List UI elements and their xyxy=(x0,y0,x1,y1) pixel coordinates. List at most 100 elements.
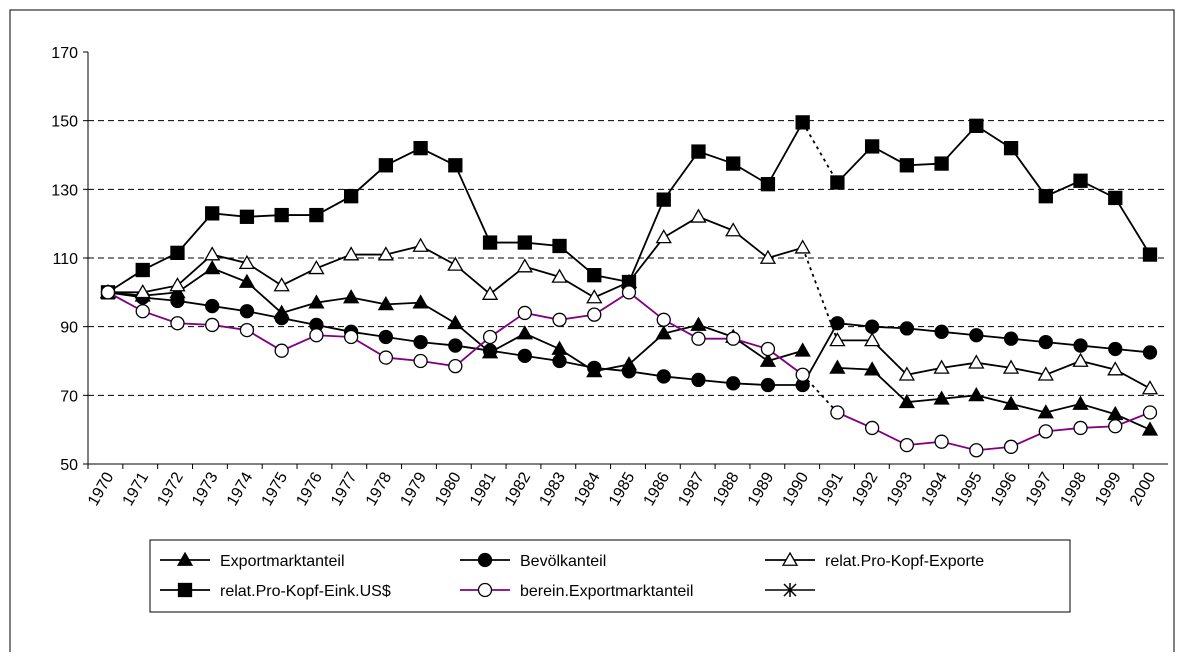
point xyxy=(1037,366,1054,381)
point xyxy=(378,329,394,345)
point xyxy=(517,305,532,321)
point xyxy=(204,259,221,275)
point xyxy=(134,284,151,299)
point xyxy=(655,325,672,340)
point xyxy=(135,304,150,319)
point xyxy=(690,316,707,331)
legend-marker xyxy=(477,552,493,568)
x-tick-label: 1974 xyxy=(224,469,257,508)
point xyxy=(1141,421,1159,436)
x-tick-label: 1973 xyxy=(189,469,222,508)
point xyxy=(898,393,915,409)
point xyxy=(343,189,359,204)
y-tick-label: 150 xyxy=(51,114,78,131)
point xyxy=(864,361,881,376)
legend-label: Bevölkanteil xyxy=(520,553,606,570)
point xyxy=(447,314,464,330)
point xyxy=(969,118,984,133)
point xyxy=(413,353,428,369)
point xyxy=(933,390,950,405)
point xyxy=(552,353,567,369)
point xyxy=(968,354,985,369)
legend-marker xyxy=(177,582,193,598)
point xyxy=(726,331,741,346)
point xyxy=(552,312,567,327)
series-line xyxy=(837,339,1151,390)
point xyxy=(899,437,915,453)
x-tick-label: 1981 xyxy=(467,469,500,508)
point xyxy=(205,317,220,333)
point xyxy=(655,229,672,244)
point xyxy=(1108,190,1123,206)
x-tick-label: 1993 xyxy=(884,469,917,508)
x-tick-label: 1991 xyxy=(814,469,847,508)
x-tick-label: 1980 xyxy=(432,469,465,508)
y-tick-label: 110 xyxy=(52,251,78,268)
legend-star-entry xyxy=(765,583,815,597)
point xyxy=(587,307,602,322)
point xyxy=(760,177,776,192)
point xyxy=(239,209,255,224)
point xyxy=(969,443,984,458)
point xyxy=(448,338,463,353)
point xyxy=(1072,352,1089,367)
x-tick-label: 1988 xyxy=(710,469,743,508)
point xyxy=(934,324,949,339)
legend-label: Exportmarktanteil xyxy=(220,553,345,570)
break-line xyxy=(801,247,839,341)
series-line xyxy=(836,124,1151,256)
point xyxy=(621,285,637,300)
point xyxy=(656,192,671,207)
point xyxy=(343,289,360,304)
point xyxy=(621,364,637,379)
point xyxy=(726,156,741,171)
point xyxy=(830,316,845,331)
point xyxy=(1038,334,1053,350)
point xyxy=(309,207,324,223)
x-tick-label: 1975 xyxy=(259,469,292,508)
point xyxy=(100,285,116,300)
series-line xyxy=(837,366,1151,431)
point xyxy=(517,348,532,364)
x-tick-label: 1999 xyxy=(1092,469,1125,508)
point xyxy=(794,239,811,254)
point xyxy=(691,144,706,159)
point xyxy=(829,332,846,347)
x-tick-label: 1972 xyxy=(154,469,187,508)
point xyxy=(516,325,533,340)
point xyxy=(1003,140,1019,156)
x-tick-label: 1970 xyxy=(85,469,118,508)
break-line xyxy=(802,374,839,414)
point xyxy=(516,258,533,273)
x-tick-label: 1977 xyxy=(328,469,361,508)
x-tick-label: 1978 xyxy=(363,469,396,508)
point xyxy=(308,259,325,275)
point xyxy=(690,208,707,223)
point xyxy=(205,298,220,314)
point xyxy=(377,296,394,311)
point xyxy=(795,115,810,130)
point xyxy=(135,262,150,278)
point xyxy=(969,328,984,343)
x-tick-label: 1985 xyxy=(606,469,639,508)
y-tick-label: 70 xyxy=(60,388,78,405)
y-tick-label: 90 xyxy=(60,320,78,337)
point xyxy=(551,268,568,283)
point xyxy=(448,358,463,374)
point xyxy=(864,420,880,436)
legend-label: relat.Pro-Kopf-Eink.US$ xyxy=(220,583,391,600)
point xyxy=(1108,419,1123,434)
point xyxy=(691,331,706,346)
point xyxy=(587,268,602,283)
point xyxy=(725,222,742,237)
point xyxy=(169,277,186,292)
point xyxy=(1038,424,1053,439)
point xyxy=(899,321,915,336)
point xyxy=(274,310,289,326)
point xyxy=(656,369,671,384)
x-tick-label: 1982 xyxy=(502,469,535,508)
point xyxy=(1002,395,1020,410)
point xyxy=(1038,189,1053,204)
point xyxy=(726,376,741,391)
